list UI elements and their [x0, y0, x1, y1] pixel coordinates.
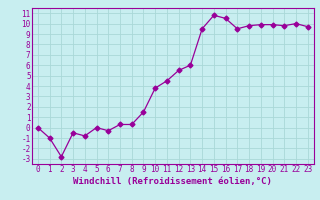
- X-axis label: Windchill (Refroidissement éolien,°C): Windchill (Refroidissement éolien,°C): [73, 177, 272, 186]
